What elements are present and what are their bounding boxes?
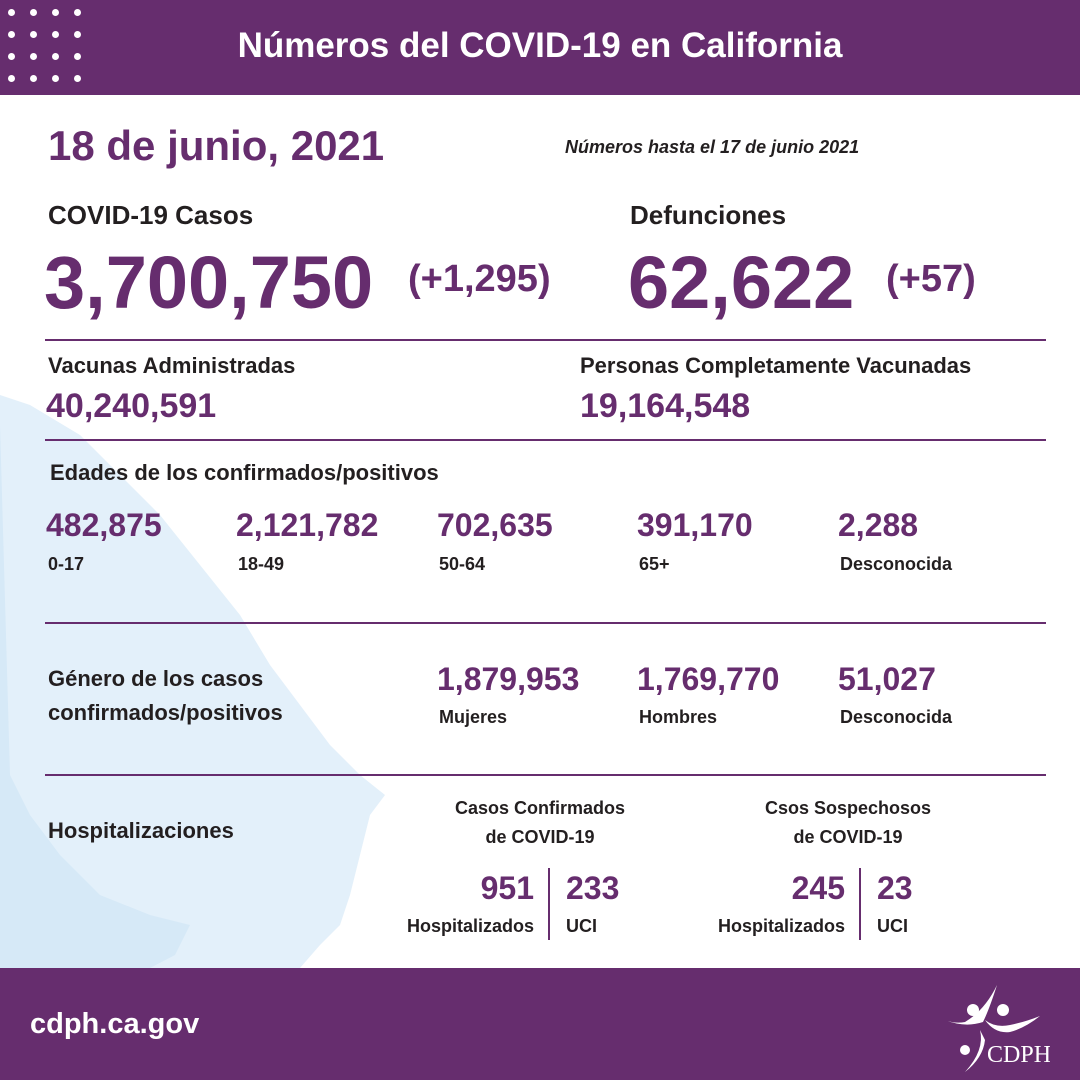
deaths-change: (+57) xyxy=(886,258,976,300)
age-label: 50-64 xyxy=(439,554,486,574)
vaccines-value: 40,240,591 xyxy=(46,387,217,425)
age-value: 2,288 xyxy=(838,507,919,543)
age-value: 2,121,782 xyxy=(236,507,379,543)
age-value: 702,635 xyxy=(437,507,553,543)
suspected-icu-label: UCI xyxy=(877,916,908,936)
gender-label: Hombres xyxy=(639,707,718,727)
california-map-background xyxy=(0,95,385,968)
cases-value: 3,700,750 xyxy=(44,241,374,324)
confirmed-title-line1: Casos Confirmados xyxy=(454,798,626,818)
gender-value: 1,769,770 xyxy=(637,661,780,697)
gender-title-line1: Género de los casos xyxy=(48,666,264,691)
data-as-of: Números hasta el 17 de junio 2021 xyxy=(565,137,860,157)
cases-label: COVID-19 Casos xyxy=(48,200,254,230)
ages-title: Edades de los confirmados/positivos xyxy=(50,460,439,485)
vaccines-label: Vacunas Administradas xyxy=(48,353,296,378)
page-title: Números del COVID-19 en California xyxy=(237,26,843,65)
confirmed-title-line2: de COVID-19 xyxy=(485,827,595,847)
confirmed-hosp-label: Hospitalizados xyxy=(406,916,534,936)
suspected-title-line2: de COVID-19 xyxy=(793,827,903,847)
suspected-title-line1: Csos Sospechosos xyxy=(764,798,932,818)
report-date: 18 de junio, 2021 xyxy=(48,122,385,169)
suspected-hosp-label: Hospitalizados xyxy=(717,916,845,936)
deaths-label: Defunciones xyxy=(630,200,787,230)
age-label: 0-17 xyxy=(48,554,85,574)
age-label: 65+ xyxy=(639,554,670,574)
confirmed-icu-value: 233 xyxy=(566,870,620,906)
cdph-logo: CDPH xyxy=(945,985,1050,1072)
gender-label: Mujeres xyxy=(439,707,508,727)
deaths-value: 62,622 xyxy=(628,241,855,324)
logo-text: CDPH xyxy=(987,1042,1050,1068)
gender-label: Desconocida xyxy=(840,707,953,727)
footer-banner: cdph.ca.gov CDPH xyxy=(0,968,1080,1080)
age-label: 18-49 xyxy=(238,554,285,574)
gender-value: 1,879,953 xyxy=(437,661,580,697)
hospital-title: Hospitalizaciones xyxy=(48,818,234,843)
cases-change: (+1,295) xyxy=(408,258,551,300)
divider xyxy=(548,868,550,940)
divider xyxy=(859,868,861,940)
gender-value: 51,027 xyxy=(838,661,936,697)
suspected-icu-value: 23 xyxy=(877,870,913,906)
divider xyxy=(45,774,1046,776)
age-label: Desconocida xyxy=(840,554,953,574)
divider xyxy=(45,339,1046,341)
fully-vaccinated-value: 19,164,548 xyxy=(580,387,751,425)
fully-vaccinated-label: Personas Completamente Vacunadas xyxy=(580,353,972,378)
confirmed-hosp-value: 951 xyxy=(480,870,534,906)
website-link[interactable]: cdph.ca.gov xyxy=(30,1008,200,1040)
age-value: 482,875 xyxy=(46,507,162,543)
suspected-hosp-value: 245 xyxy=(791,870,845,906)
divider xyxy=(45,622,1046,624)
divider xyxy=(45,439,1046,441)
age-value: 391,170 xyxy=(637,507,753,543)
confirmed-icu-label: UCI xyxy=(566,916,597,936)
header-banner: Números del COVID-19 en California xyxy=(0,0,1080,95)
gender-title-line2: confirmados/positivos xyxy=(48,700,283,725)
dot-grid-decoration xyxy=(0,0,90,95)
